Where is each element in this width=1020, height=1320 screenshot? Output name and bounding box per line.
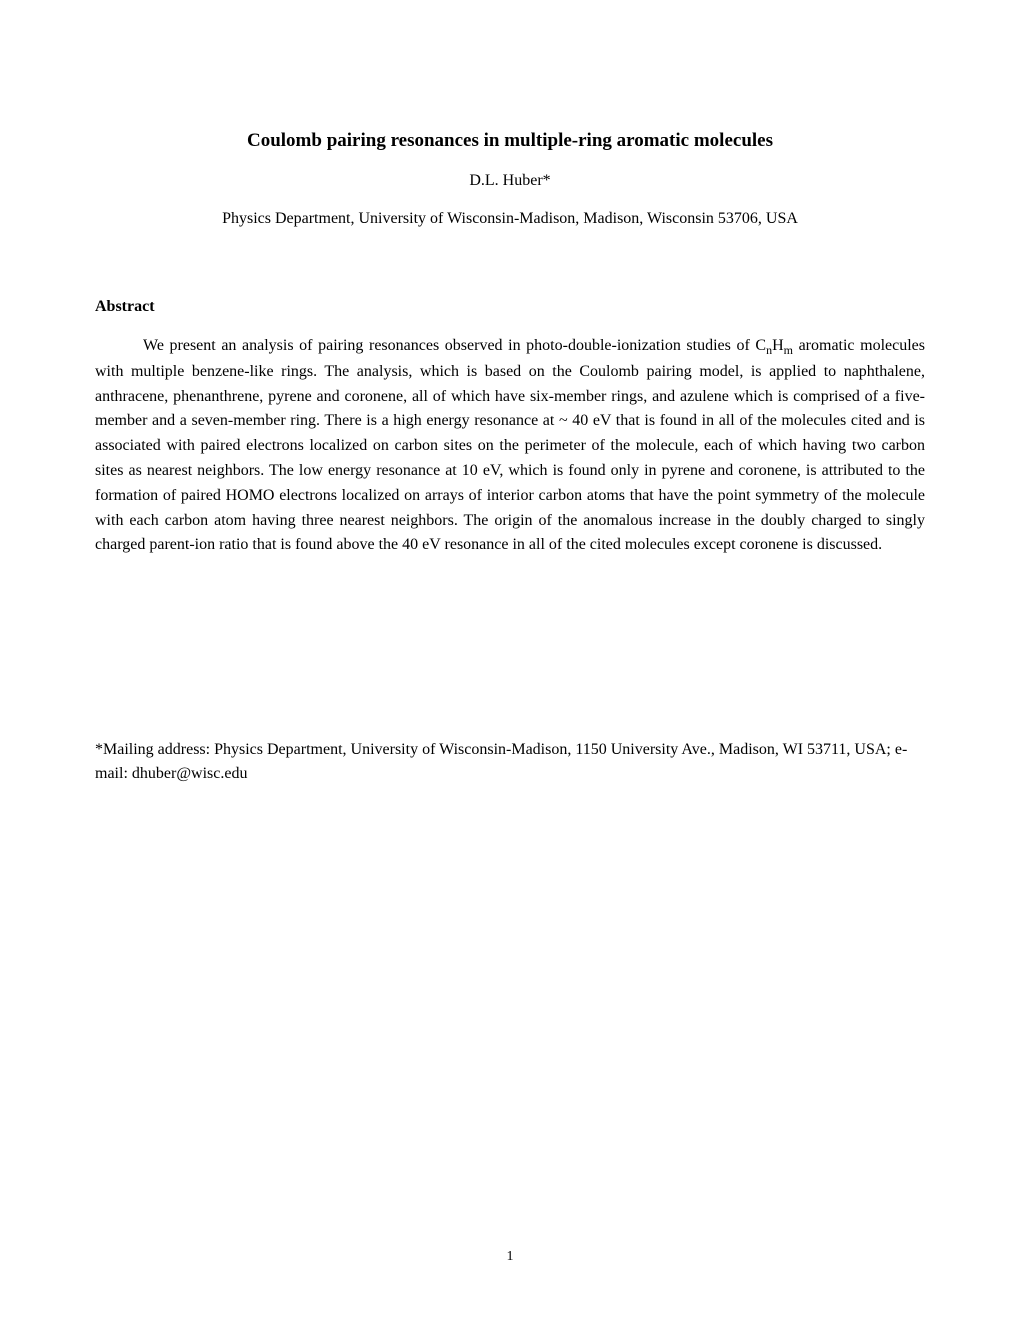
abstract-heading: Abstract [95,298,925,316]
page-number: 1 [0,1249,1020,1265]
abstract-text-mid: H [772,337,784,354]
author-name: D.L. Huber* [95,172,925,190]
footnote: *Mailing address: Physics Department, Un… [95,738,925,786]
affiliation: Physics Department, University of Wiscon… [95,210,925,228]
abstract-text-prefix: We present an analysis of pairing resona… [143,337,766,354]
abstract-body: We present an analysis of pairing resona… [95,334,925,558]
paper-title: Coulomb pairing resonances in multiple-r… [95,130,925,152]
abstract-text-body: aromatic molecules with multiple benzene… [95,337,925,553]
subscript-m: m [784,343,793,357]
